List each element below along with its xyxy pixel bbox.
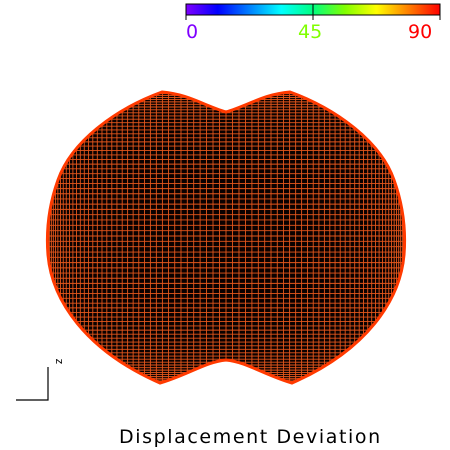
colorbar: 0 45 90 xyxy=(185,3,441,43)
colorbar-label-mid: 45 xyxy=(298,21,322,43)
colorbar-label-max: 90 xyxy=(408,21,432,43)
axis-lines xyxy=(16,367,49,401)
mesh-grid-lines xyxy=(47,92,405,383)
colorbar-label-min: 0 xyxy=(186,21,198,43)
mesh-rim xyxy=(45,90,407,385)
axis-triad: z xyxy=(16,358,66,401)
deformed-mesh xyxy=(45,90,407,385)
axis-label-z: z xyxy=(53,358,66,365)
figure-caption: Displacement Deviation xyxy=(119,426,382,448)
